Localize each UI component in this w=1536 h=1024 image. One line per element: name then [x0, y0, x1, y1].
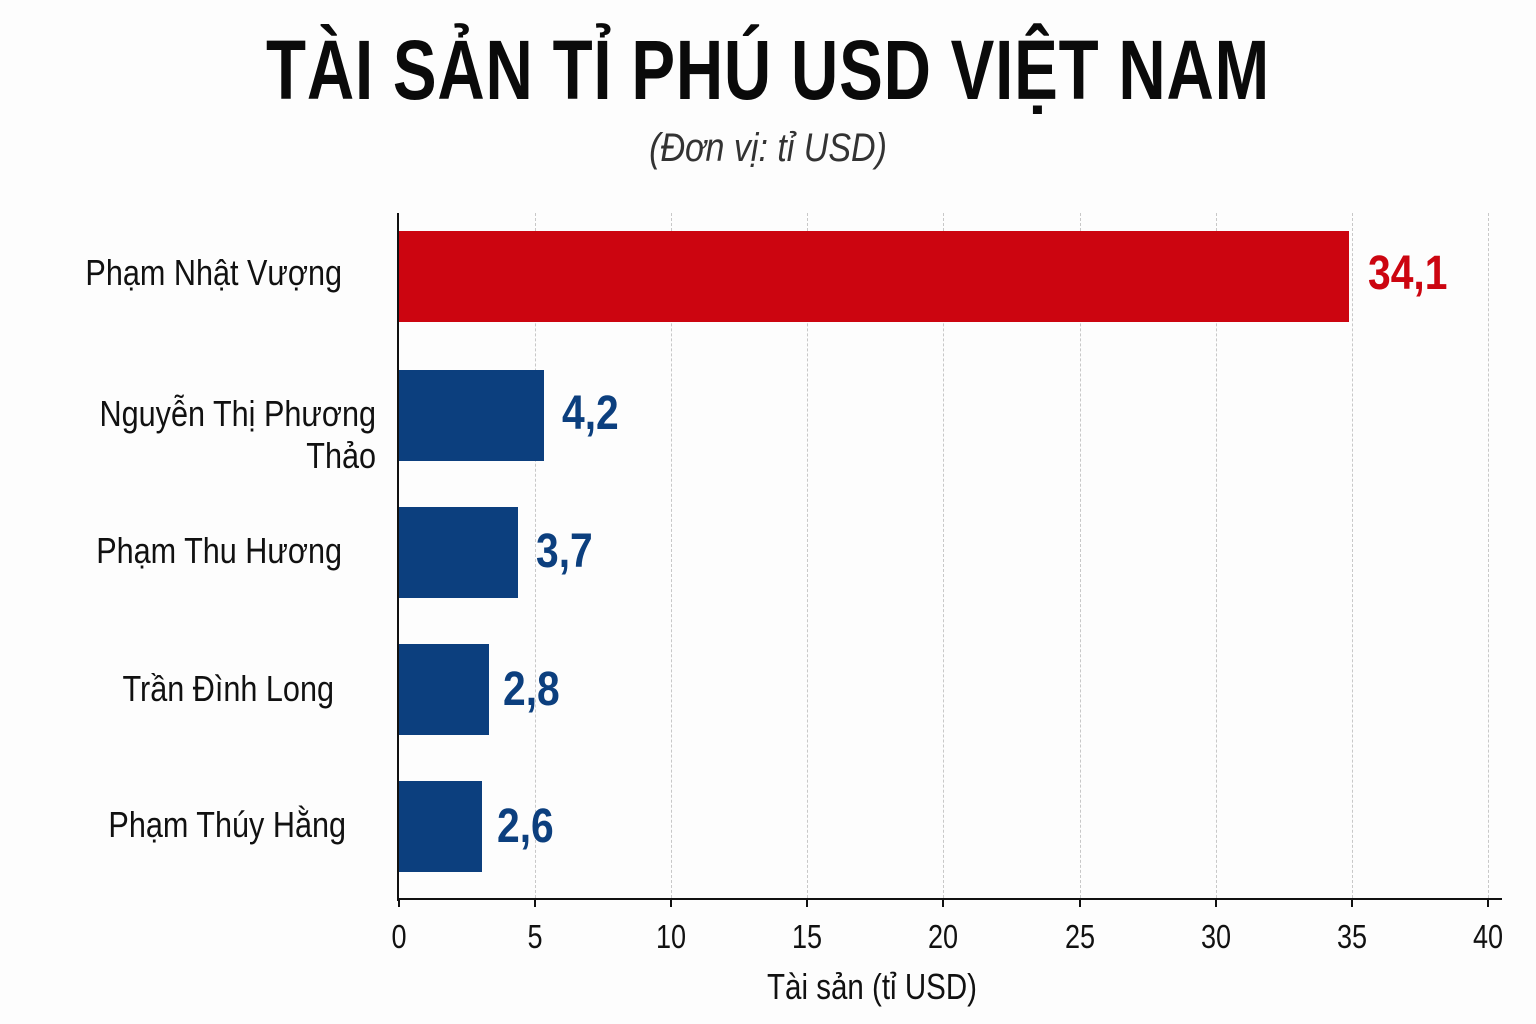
- category-label: Phạm Thúy Hằng: [108, 804, 346, 845]
- value-label: 34,1: [1368, 247, 1448, 300]
- gridline: [1216, 213, 1217, 898]
- bar-pham-thuy-hang: [399, 781, 482, 872]
- x-axis-line: [397, 898, 1502, 900]
- x-tick: [398, 899, 400, 907]
- value-label: 3,7: [536, 525, 593, 578]
- gridline: [671, 213, 672, 898]
- category-label: Nguyễn Thị Phương Thảo: [99, 393, 376, 476]
- x-tick-label: 15: [791, 918, 823, 955]
- gridline: [535, 213, 536, 898]
- x-axis-label: Tài sản (tỉ USD): [767, 966, 977, 1007]
- gridline: [1352, 213, 1353, 898]
- gridline: [807, 213, 808, 898]
- x-tick-label: 20: [927, 918, 959, 955]
- x-tick: [942, 899, 944, 907]
- chart-title: TÀI SẢN TỈ PHÚ USD VIỆT NAM: [266, 23, 1270, 117]
- x-tick-label: 35: [1336, 918, 1368, 955]
- category-label: Phạm Nhật Vượng: [85, 252, 343, 293]
- category-label: Phạm Thu Hương: [96, 530, 342, 571]
- y-axis-line: [397, 213, 399, 901]
- gridline: [1080, 213, 1081, 898]
- x-tick: [1079, 899, 1081, 907]
- bar-pham-thu-huong: [399, 507, 518, 598]
- x-tick: [1351, 899, 1353, 907]
- x-tick: [1487, 899, 1489, 907]
- x-tick-label: 5: [527, 918, 543, 955]
- bar-tran-dinh-long: [399, 644, 489, 735]
- x-tick-label: 25: [1064, 918, 1096, 955]
- x-tick: [670, 899, 672, 907]
- x-tick: [534, 899, 536, 907]
- x-tick: [806, 899, 808, 907]
- bar-pham-nhat-vuong: [399, 231, 1349, 322]
- x-tick-label: 0: [391, 918, 407, 955]
- bar-nguyen-thi-phuong-thao: [399, 370, 544, 461]
- chart-subtitle: (Đơn vị: tỉ USD): [649, 126, 887, 170]
- x-tick-label: 30: [1200, 918, 1232, 955]
- gridline: [943, 213, 944, 898]
- x-tick-label: 40: [1472, 918, 1504, 955]
- gridline: [1488, 213, 1489, 898]
- value-label: 2,8: [503, 663, 560, 716]
- value-label: 2,6: [497, 800, 554, 853]
- value-label: 4,2: [562, 387, 619, 440]
- x-tick-label: 10: [655, 918, 687, 955]
- x-tick: [1215, 899, 1217, 907]
- category-label: Trần Đình Long: [122, 668, 334, 709]
